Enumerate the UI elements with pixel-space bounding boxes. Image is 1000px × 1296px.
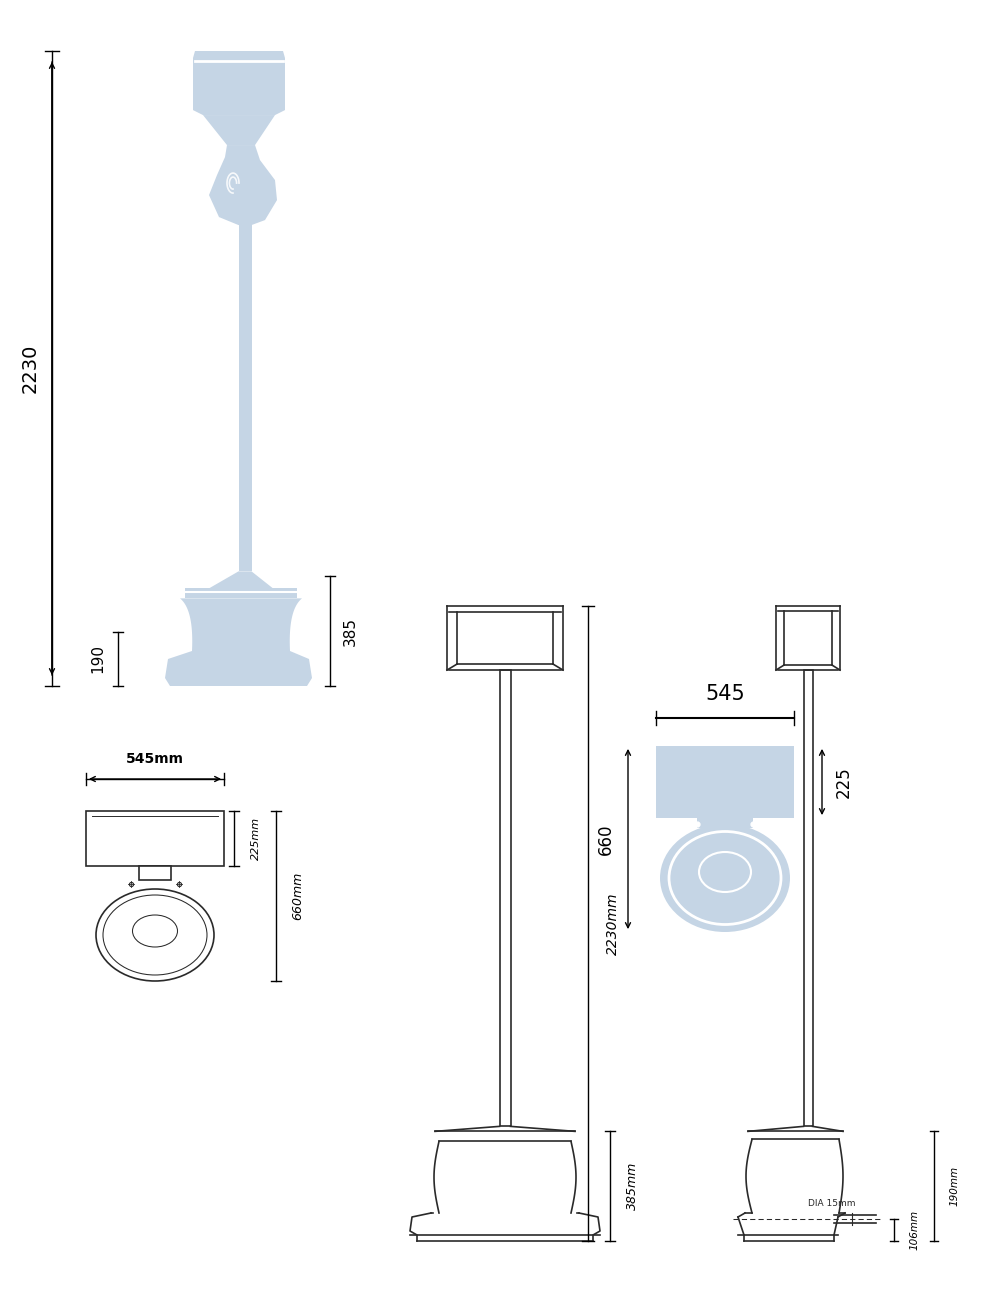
Polygon shape <box>209 572 273 588</box>
Bar <box>697 818 753 828</box>
Text: 225mm: 225mm <box>251 816 261 861</box>
Ellipse shape <box>660 824 790 932</box>
Text: 385mm: 385mm <box>626 1163 638 1210</box>
Text: 545: 545 <box>705 684 745 704</box>
Polygon shape <box>203 115 275 145</box>
Text: 190: 190 <box>90 644 106 674</box>
Polygon shape <box>180 599 302 651</box>
Bar <box>139 866 171 880</box>
Polygon shape <box>239 226 252 572</box>
Text: 385: 385 <box>343 617 358 645</box>
Text: 660mm: 660mm <box>292 872 305 920</box>
Bar <box>500 670 511 1126</box>
Polygon shape <box>193 51 285 115</box>
Text: 2230: 2230 <box>20 343 40 393</box>
Text: 660: 660 <box>597 823 615 855</box>
Bar <box>804 670 812 1126</box>
Ellipse shape <box>96 889 214 981</box>
Bar <box>86 811 224 866</box>
Polygon shape <box>185 588 297 599</box>
Polygon shape <box>165 651 312 686</box>
Text: 225: 225 <box>835 766 853 798</box>
Bar <box>656 746 794 818</box>
Polygon shape <box>209 145 277 226</box>
Text: 190mm: 190mm <box>949 1166 959 1207</box>
Text: 2230mm: 2230mm <box>606 892 620 955</box>
Text: 545mm: 545mm <box>126 752 184 766</box>
Text: DIA 15mm: DIA 15mm <box>808 1200 856 1208</box>
Text: 106mm: 106mm <box>909 1210 919 1251</box>
